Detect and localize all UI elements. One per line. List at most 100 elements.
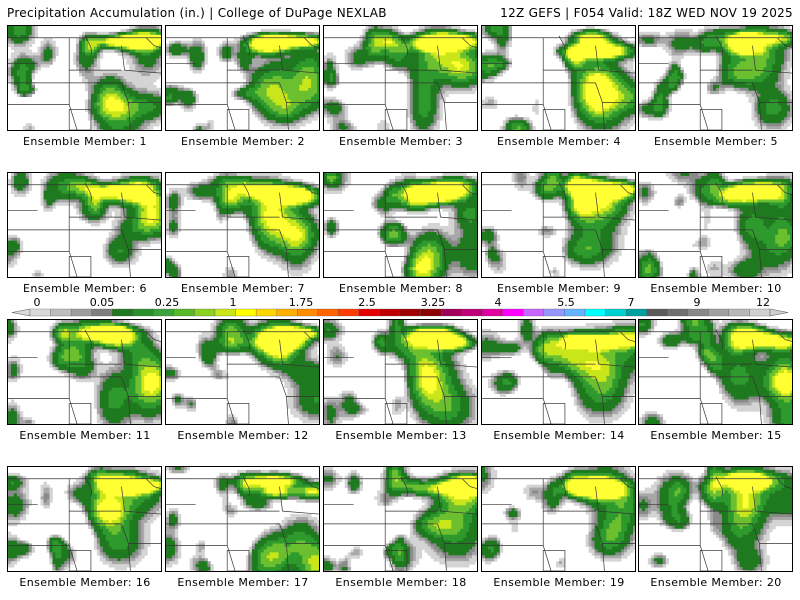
colorbar-tick-label: 7 <box>628 296 635 309</box>
ensemble-member-caption: Ensemble Member: 5 <box>637 135 795 148</box>
colorbar-segment <box>564 308 586 317</box>
colorbar-segment <box>728 308 750 317</box>
ensemble-member-map <box>165 466 320 572</box>
ensemble-member-map <box>323 319 478 425</box>
ensemble-member-caption: Ensemble Member: 4 <box>480 135 638 148</box>
colorbar-left-arrow <box>11 308 31 317</box>
precip-field <box>482 26 635 130</box>
precip-shading <box>639 320 792 424</box>
colorbar-segment <box>523 308 545 317</box>
colorbar-segment <box>91 308 113 317</box>
ensemble-member-caption: Ensemble Member: 16 <box>6 576 164 589</box>
precip-field <box>8 467 161 571</box>
ensemble-member-map <box>7 25 162 131</box>
precip-field <box>8 320 161 424</box>
ensemble-member-map <box>481 25 636 131</box>
precip-shading <box>639 173 792 277</box>
state-borders <box>324 182 477 277</box>
colorbar-tick-label: 0.25 <box>155 296 180 309</box>
ensemble-member-map <box>165 319 320 425</box>
colorbar-segment <box>214 308 236 317</box>
ensemble-member-caption: Ensemble Member: 2 <box>164 135 322 148</box>
state-borders <box>482 182 635 277</box>
state-borders <box>8 476 161 571</box>
precip-field <box>639 173 792 277</box>
colorbar-segment <box>482 308 503 317</box>
precip-shading <box>8 320 161 424</box>
ensemble-member-caption: Ensemble Member: 17 <box>164 576 322 589</box>
ensemble-member-caption: Ensemble Member: 10 <box>637 282 795 295</box>
colorbar-tick-label: 1.75 <box>289 296 314 309</box>
precip-field <box>482 173 635 277</box>
ensemble-member-caption: Ensemble Member: 3 <box>322 135 480 148</box>
state-borders <box>166 35 319 130</box>
ensemble-member-map <box>638 319 793 425</box>
precip-field <box>324 26 477 130</box>
precip-field <box>166 320 319 424</box>
ensemble-member-map <box>638 172 793 278</box>
ensemble-member-caption: Ensemble Member: 15 <box>637 429 795 442</box>
ensemble-member-caption: Ensemble Member: 1 <box>6 135 164 148</box>
precip-field <box>166 467 319 571</box>
precip-shading <box>166 28 319 130</box>
colorbar-segment <box>667 308 688 317</box>
precip-shading <box>482 467 635 568</box>
ensemble-member-caption: Ensemble Member: 20 <box>637 576 795 589</box>
ensemble-member-caption: Ensemble Member: 19 <box>480 576 638 589</box>
colorbar-segment <box>173 308 195 317</box>
colorbar-segment <box>605 308 627 317</box>
colorbar-tick-label: 1 <box>230 296 237 309</box>
precip-shading <box>482 173 635 277</box>
state-borders <box>639 182 792 277</box>
precip-shading <box>8 467 161 571</box>
colorbar-tick-label: 12 <box>756 296 770 309</box>
ensemble-member-caption: Ensemble Member: 8 <box>322 282 480 295</box>
precip-shading <box>324 173 477 277</box>
colorbar-segment <box>255 308 277 317</box>
colorbar-segment <box>235 308 257 317</box>
precip-field <box>324 173 477 277</box>
colorbar-tick-label: 3.25 <box>421 296 446 309</box>
state-borders <box>324 476 477 571</box>
precip-field <box>639 320 792 424</box>
state-borders <box>324 329 477 424</box>
colorbar-tick-label: 2.5 <box>358 296 376 309</box>
state-borders <box>166 329 319 424</box>
colorbar-segment <box>708 308 730 317</box>
valid-time-label: 12Z GEFS | F054 Valid: 18Z WED NOV 19 20… <box>500 6 793 20</box>
ensemble-member-map <box>481 319 636 425</box>
ensemble-member-map <box>165 172 320 278</box>
colorbar-segment <box>276 308 298 317</box>
colorbar-segment <box>625 308 647 317</box>
precip-shading <box>324 26 477 130</box>
colorbar-segment <box>194 308 216 317</box>
state-borders <box>166 476 319 571</box>
colorbar-segment <box>317 308 339 317</box>
colorbar-tick-label: 0.05 <box>90 296 115 309</box>
ensemble-member-map <box>7 466 162 572</box>
colorbar-segment <box>112 308 133 317</box>
precip-shading <box>639 26 792 130</box>
ensemble-member-map <box>638 466 793 572</box>
precip-shading <box>482 26 635 130</box>
precip-shading <box>8 173 161 277</box>
ensemble-member-map <box>323 466 478 572</box>
state-borders <box>8 35 161 130</box>
colorbar-segment <box>358 308 380 317</box>
precip-field <box>639 467 792 571</box>
map-title: Precipitation Accumulation (in.) | Colle… <box>7 6 387 20</box>
colorbar-segment <box>687 308 709 317</box>
ensemble-member-caption: Ensemble Member: 12 <box>164 429 322 442</box>
state-borders <box>8 329 161 424</box>
ensemble-member-caption: Ensemble Member: 6 <box>6 282 164 295</box>
ensemble-member-caption: Ensemble Member: 9 <box>480 282 638 295</box>
colorbar-tick-label: 5.5 <box>557 296 575 309</box>
state-borders <box>639 329 792 424</box>
colorbar-segment <box>502 308 524 317</box>
ensemble-member-caption: Ensemble Member: 18 <box>322 576 480 589</box>
colorbar-right-arrow <box>769 308 789 317</box>
ensemble-member-caption: Ensemble Member: 13 <box>322 429 480 442</box>
precip-shading <box>482 320 635 424</box>
precipitation-colorbar <box>11 308 789 317</box>
colorbar-segment <box>399 308 421 317</box>
